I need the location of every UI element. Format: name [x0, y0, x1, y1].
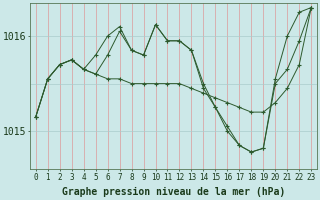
X-axis label: Graphe pression niveau de la mer (hPa): Graphe pression niveau de la mer (hPa): [62, 187, 285, 197]
